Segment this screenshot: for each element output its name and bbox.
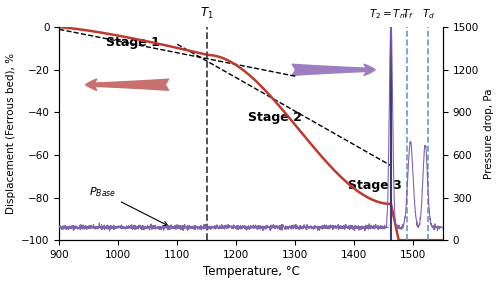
X-axis label: Temperature, °C: Temperature, °C [202, 266, 300, 278]
Text: $T_f$: $T_f$ [402, 7, 413, 21]
Text: Stage 1: Stage 1 [106, 36, 160, 49]
Text: $T_1$: $T_1$ [200, 6, 213, 21]
Text: $T_2=T_m$: $T_2=T_m$ [369, 7, 408, 21]
Y-axis label: Pressure drop, Pa: Pressure drop, Pa [484, 88, 494, 179]
Text: $T_d$: $T_d$ [422, 7, 434, 21]
Text: $P_{Base}$: $P_{Base}$ [88, 185, 168, 225]
Y-axis label: Displacement (Ferrous bed), %: Displacement (Ferrous bed), % [6, 53, 16, 214]
Text: Stage 3: Stage 3 [348, 179, 402, 192]
Text: Stage 2: Stage 2 [248, 111, 302, 124]
